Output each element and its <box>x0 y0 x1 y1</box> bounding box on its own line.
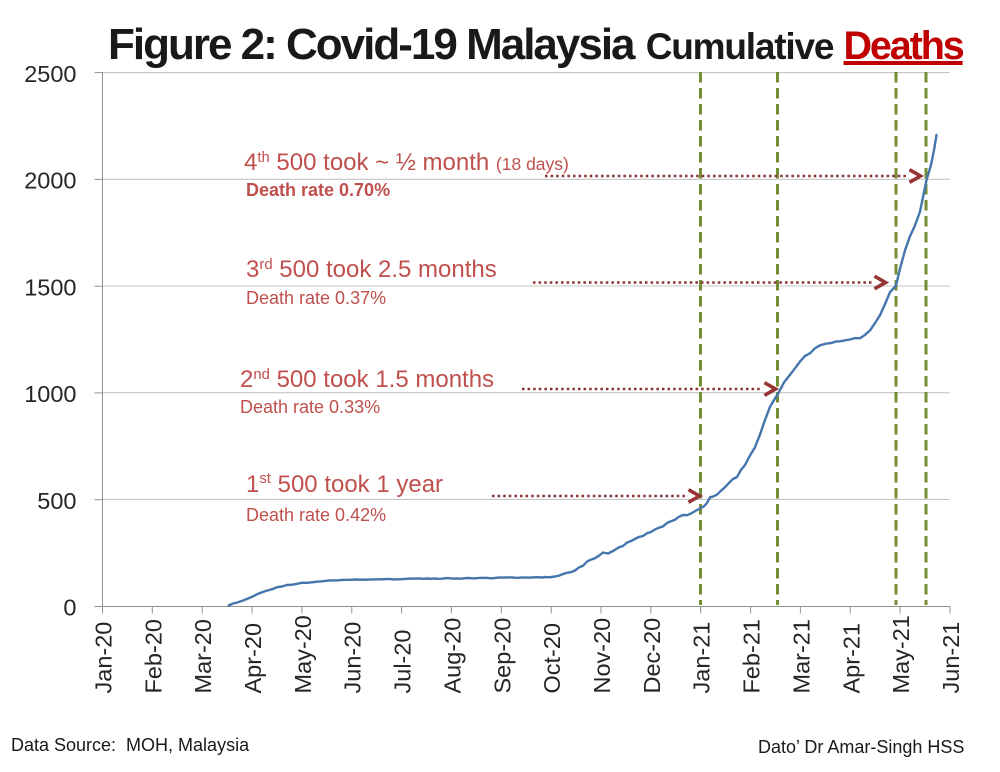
svg-text:Jan-20: Jan-20 <box>91 622 117 694</box>
svg-text:1500: 1500 <box>24 274 76 300</box>
svg-text:Apr-21: Apr-21 <box>838 623 864 694</box>
svg-text:Jun-20: Jun-20 <box>340 622 366 694</box>
svg-text:May-20: May-20 <box>290 615 316 693</box>
svg-text:500: 500 <box>37 488 76 514</box>
svg-text:Feb-21: Feb-21 <box>739 619 765 693</box>
svg-text:Jan-21: Jan-21 <box>689 622 715 694</box>
svg-text:2000: 2000 <box>24 168 76 194</box>
svg-text:Mar-20: Mar-20 <box>190 619 216 693</box>
svg-text:2500: 2500 <box>24 61 76 87</box>
svg-text:Oct-20: Oct-20 <box>539 623 565 694</box>
svg-text:Dec-20: Dec-20 <box>639 618 665 694</box>
svg-text:Jun-21: Jun-21 <box>938 622 964 694</box>
svg-text:0: 0 <box>63 595 76 621</box>
svg-text:Apr-20: Apr-20 <box>240 623 266 694</box>
svg-text:Aug-20: Aug-20 <box>439 618 465 694</box>
svg-text:Feb-20: Feb-20 <box>140 619 166 693</box>
svg-text:May-21: May-21 <box>888 615 914 693</box>
svg-text:Jul-20: Jul-20 <box>390 629 416 693</box>
svg-text:Mar-21: Mar-21 <box>788 619 814 693</box>
svg-text:Sep-20: Sep-20 <box>489 618 515 694</box>
svg-text:1000: 1000 <box>24 381 76 407</box>
svg-text:Nov-20: Nov-20 <box>589 618 615 694</box>
